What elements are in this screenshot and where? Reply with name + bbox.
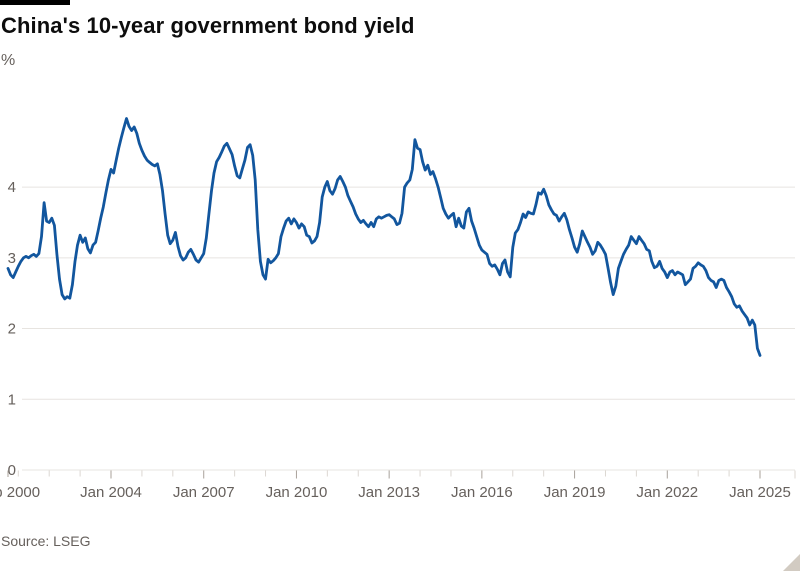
y-axis-label-1: 1 — [8, 391, 16, 408]
y-axis-label-2: 2 — [8, 321, 16, 338]
y-axis-unit-label: % — [1, 52, 16, 69]
x-axis-label-Jan-2019: Jan 2019 — [544, 484, 606, 501]
x-axis-label-Jan-2007: Jan 2007 — [173, 484, 235, 501]
x-axis-label-Sep-2000: Sep 2000 — [0, 484, 40, 501]
y-axis-label-3: 3 — [8, 250, 16, 267]
x-axis-label-Jan-2022: Jan 2022 — [636, 484, 698, 501]
x-axis-label-Jan-2025: Jan 2025 — [729, 484, 791, 501]
y-axis-label-0: 0 — [8, 462, 16, 479]
yield-line-series — [6, 117, 762, 357]
top-rule — [0, 0, 70, 5]
chart-title: China's 10-year government bond yield — [1, 13, 415, 38]
y-axis-label-4: 4 — [8, 179, 16, 196]
x-axis-label-Jan-2004: Jan 2004 — [80, 484, 142, 501]
resize-handle-icon — [783, 554, 800, 571]
source-note: Source: LSEG — [1, 533, 91, 549]
x-axis-label-Jan-2016: Jan 2016 — [451, 484, 513, 501]
x-axis-label-Jan-2013: Jan 2013 — [358, 484, 420, 501]
x-axis-label-Jan-2010: Jan 2010 — [266, 484, 328, 501]
